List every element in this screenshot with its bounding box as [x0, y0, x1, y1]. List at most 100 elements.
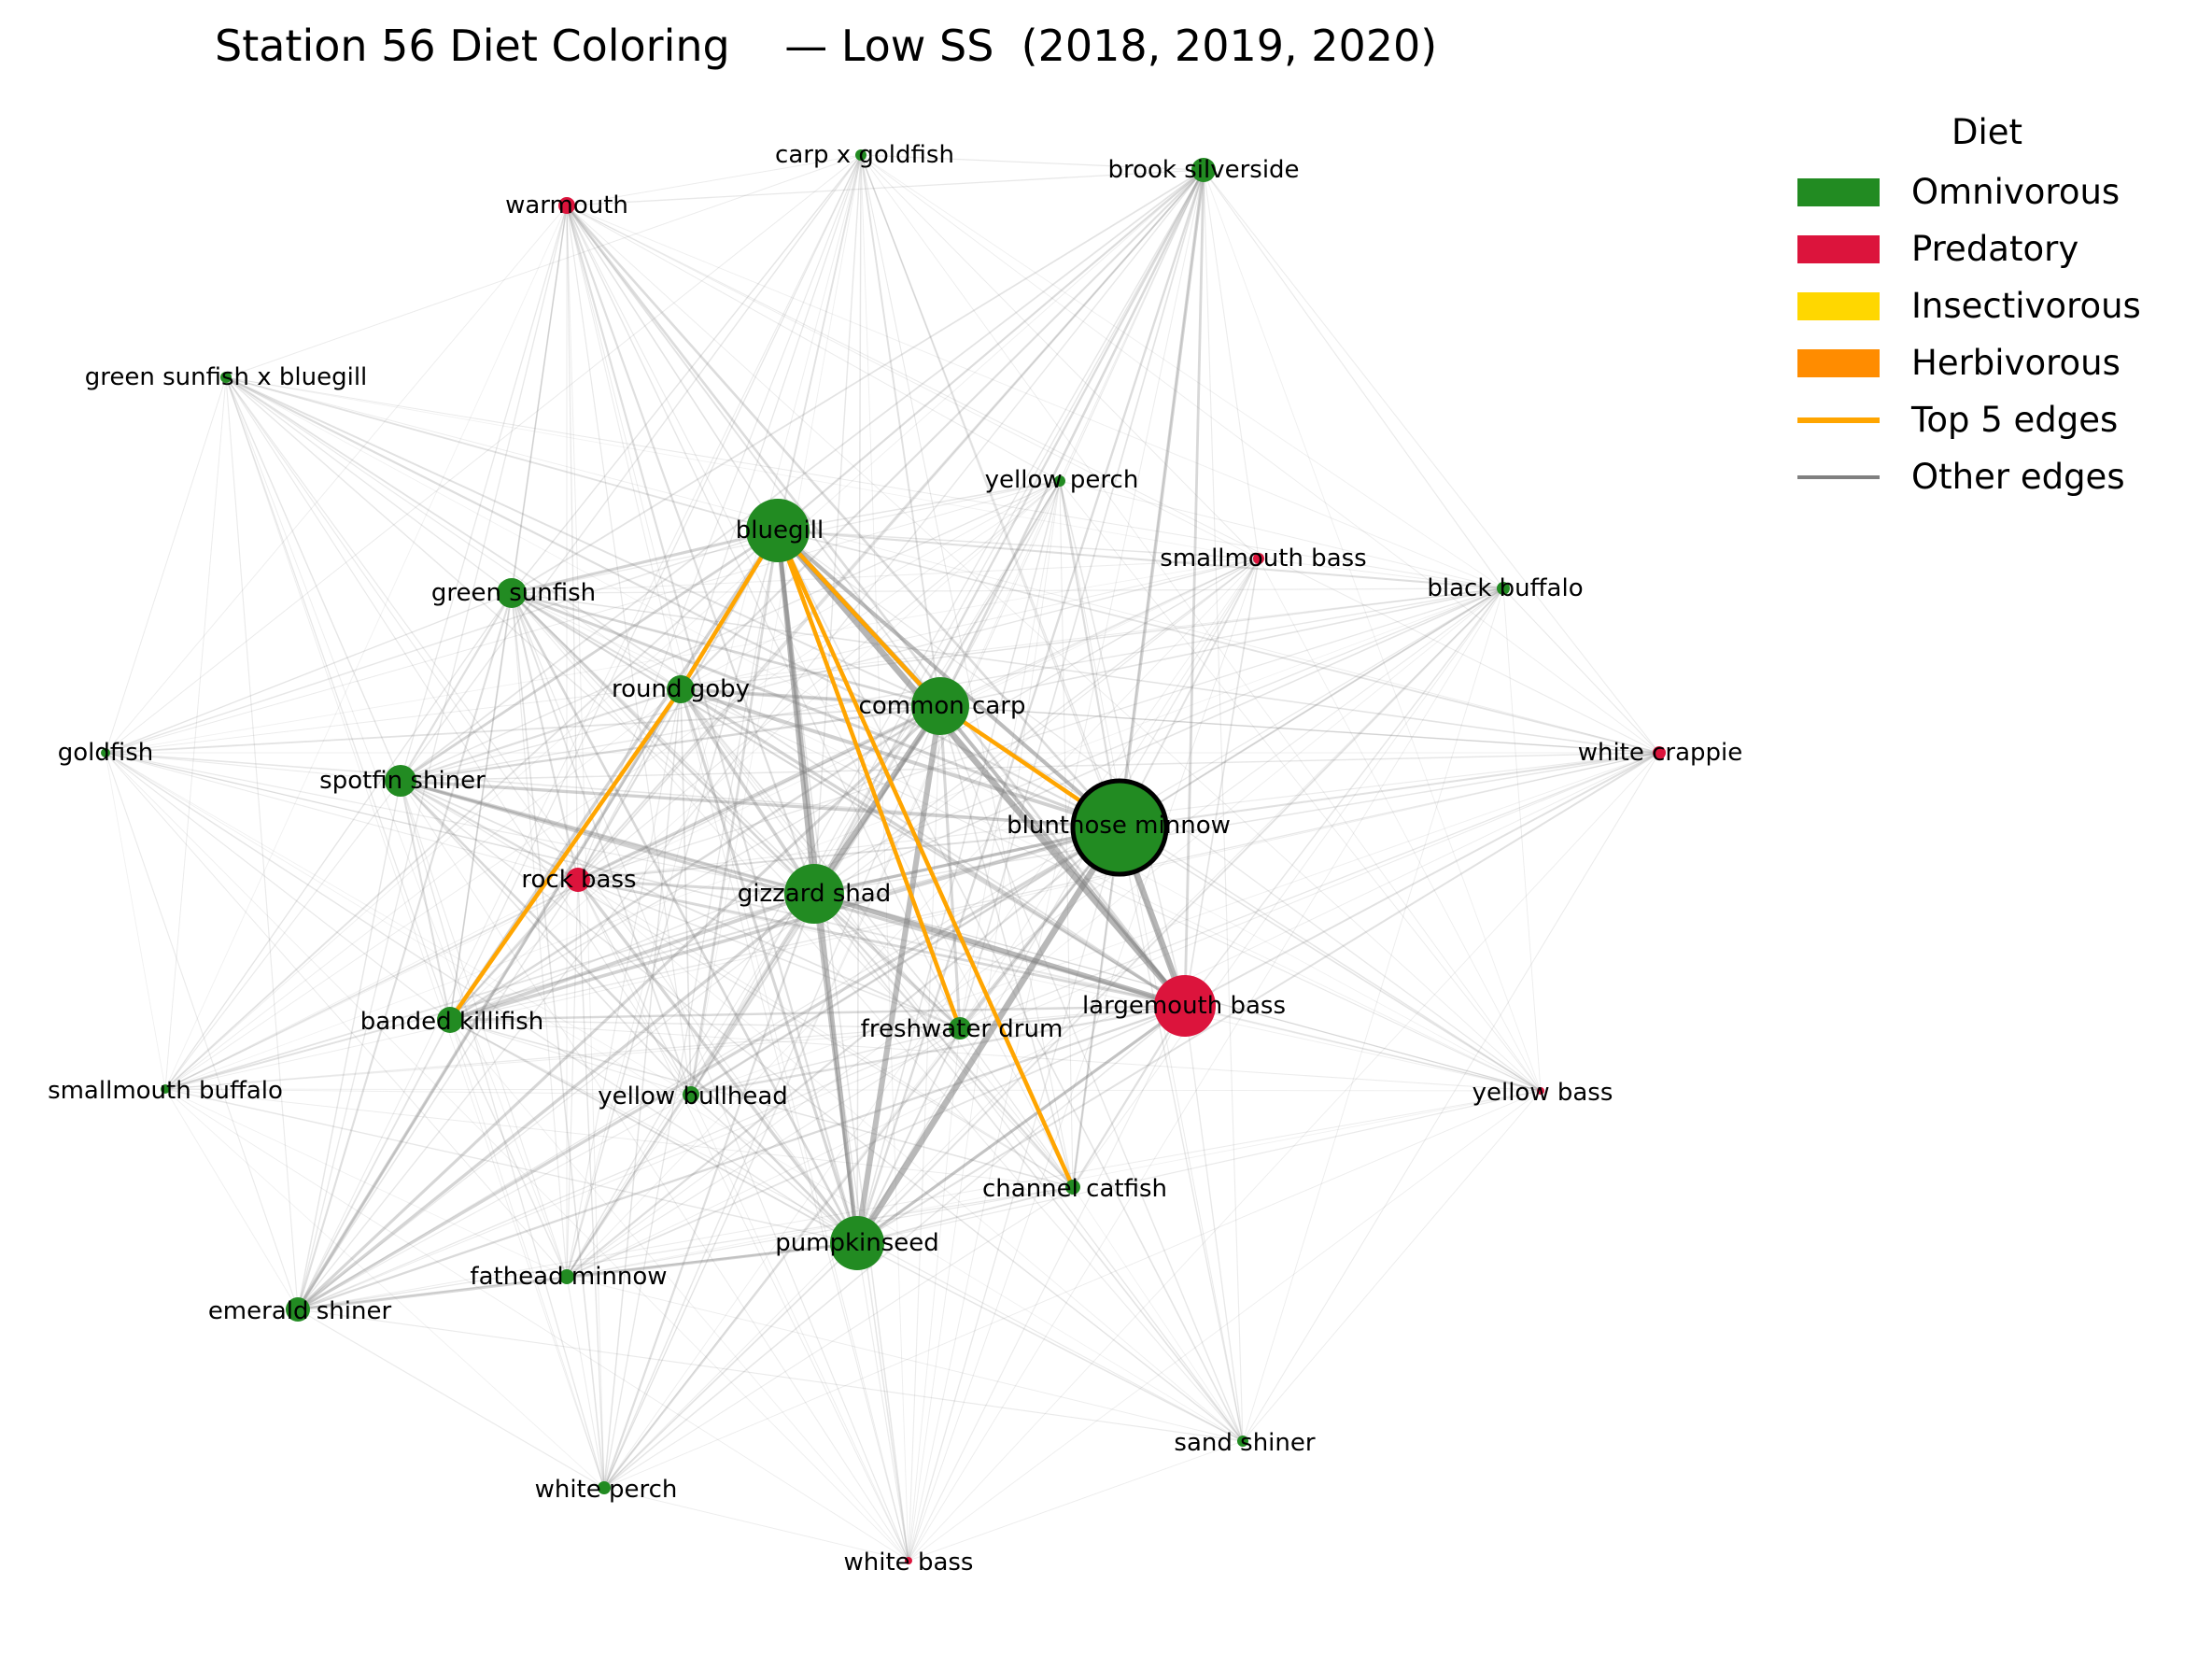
- edge-bluegill--spotfin-shiner: [400, 529, 779, 783]
- node-green-sunfish-x-bluegill[interactable]: [220, 372, 232, 383]
- edge-common-carp--spotfin-shiner: [400, 704, 941, 783]
- edge-brook-silverside--freshwater-drum: [959, 169, 1205, 1029]
- edge-banded-killifish--white-bass: [449, 1019, 909, 1562]
- edge-goldfish--emerald-shiner: [105, 752, 299, 1310]
- edge-carp-x-goldfish--round-goby: [680, 154, 862, 690]
- node-label-bluntnose-minnow: bluntnose minnow: [1007, 812, 1231, 840]
- node-gizzard-shad[interactable]: [784, 864, 844, 924]
- node-pumpkinseed[interactable]: [830, 1216, 884, 1270]
- edge-yellow-perch--white-bass: [908, 480, 1061, 1562]
- node-label-pumpkinseed: pumpkinseed: [775, 1229, 939, 1257]
- edge-bluegill--smallmouth-buffalo: [164, 530, 779, 1090]
- edge-warmouth--bluegill: [566, 205, 779, 531]
- node-label-smallmouth-buffalo: smallmouth buffalo: [48, 1077, 283, 1105]
- edge-spotfin-shiner--pumpkinseed: [400, 780, 858, 1244]
- edge-carp-x-goldfish--bluegill: [777, 154, 862, 531]
- edge-channel-catfish--fathead-minnow: [566, 1186, 1074, 1278]
- edge-carp-x-goldfish--gizzard-shad: [813, 154, 862, 895]
- edge-round-goby--spotfin-shiner: [400, 687, 682, 783]
- node-smallmouth-bass[interactable]: [1253, 553, 1264, 564]
- edge-carp-x-goldfish--brook-silverside: [860, 154, 1205, 171]
- edge-warmouth--emerald-shiner: [297, 205, 568, 1310]
- legend-line-swatch: [1797, 417, 1880, 423]
- node-label-white-crappie: white crappie: [1578, 739, 1743, 767]
- edge-green-sunfish--smallmouth-buffalo: [164, 592, 513, 1090]
- edge-gizzard-shad--banded-killifish: [449, 892, 815, 1022]
- top-edge-bluegill--channel-catfish: [775, 530, 1076, 1188]
- edge-carp-x-goldfish--pumpkinseed: [856, 154, 862, 1244]
- edge-brook-silverside--common-carp: [938, 169, 1205, 707]
- node-smallmouth-buffalo[interactable]: [161, 1084, 170, 1094]
- node-label-carp-x-goldfish: carp x goldfish: [775, 141, 954, 169]
- edge-green-sunfish--white-crappie: [511, 592, 1660, 754]
- edge-smallmouth-bass--fathead-minnow: [566, 558, 1260, 1278]
- edge-warmouth--white-perch: [566, 205, 605, 1489]
- edge-brook-silverside--bluegill: [777, 169, 1205, 531]
- node-yellow-bullhead[interactable]: [683, 1086, 699, 1103]
- edge-green-sunfish--emerald-shiner: [296, 592, 514, 1310]
- node-black-buffalo[interactable]: [1497, 582, 1510, 595]
- node-brook-silverside[interactable]: [1191, 158, 1216, 182]
- node-rock-bass[interactable]: [566, 868, 590, 892]
- node-white-crappie[interactable]: [1653, 746, 1666, 759]
- edge-brook-silverside--spotfin-shiner: [400, 169, 1205, 782]
- edge-bluegill--green-sunfish: [511, 529, 779, 595]
- node-warmouth[interactable]: [558, 197, 575, 214]
- node-yellow-perch[interactable]: [1054, 475, 1065, 487]
- edge-green-sunfish-x-bluegill--rock-bass: [225, 376, 579, 881]
- node-white-perch[interactable]: [598, 1481, 611, 1494]
- edge-bluegill--fathead-minnow: [566, 530, 779, 1278]
- node-bluntnose-minnow[interactable]: [1070, 778, 1169, 877]
- edge-black-buffalo--rock-bass: [577, 587, 1504, 881]
- node-common-carp[interactable]: [911, 677, 969, 735]
- edge-white-crappie--emerald-shiner: [297, 752, 1660, 1310]
- edge-common-carp--emerald-shiner: [296, 704, 942, 1311]
- edge-fathead-minnow--white-perch: [566, 1276, 605, 1489]
- edge-white-crappie--sand-shiner: [1242, 752, 1660, 1442]
- edge-rock-bass--largemouth-bass: [577, 878, 1186, 1008]
- node-green-sunfish[interactable]: [497, 578, 527, 608]
- edge-rock-bass--yellow-bass: [577, 879, 1542, 1092]
- node-largemouth-bass[interactable]: [1154, 975, 1216, 1037]
- edge-smallmouth-buffalo--fathead-minnow: [164, 1088, 568, 1278]
- edge-rock-bass--smallmouth-buffalo: [164, 879, 579, 1090]
- edge-freshwater-drum--yellow-bullhead: [690, 1027, 961, 1096]
- legend-item-omnivorous: Omnivorous: [1797, 163, 2190, 220]
- node-channel-catfish[interactable]: [1065, 1180, 1080, 1195]
- edge-spotfin-shiner--channel-catfish: [400, 780, 1074, 1188]
- node-label-rock-bass: rock bass: [521, 866, 636, 894]
- node-bluegill[interactable]: [746, 499, 810, 562]
- edge-warmouth--round-goby: [566, 205, 682, 690]
- edge-green-sunfish--largemouth-bass: [511, 592, 1186, 1007]
- edge-sand-shiner--white-bass: [908, 1440, 1244, 1562]
- edge-bluegill--goldfish: [105, 530, 779, 754]
- node-label-freshwater-drum: freshwater drum: [861, 1015, 1064, 1043]
- node-white-bass[interactable]: [905, 1557, 912, 1564]
- node-round-goby[interactable]: [667, 675, 695, 703]
- node-emerald-shiner[interactable]: [286, 1297, 310, 1322]
- edge-green-sunfish--round-goby: [511, 592, 682, 690]
- edge-bluegill--largemouth-bass: [775, 528, 1188, 1009]
- legend-label: Other edges: [1911, 457, 2125, 497]
- node-sand-shiner[interactable]: [1237, 1436, 1248, 1447]
- edge-largemouth-bass--freshwater-drum: [959, 1005, 1186, 1029]
- edge-banded-killifish--white-perch: [449, 1019, 605, 1489]
- edge-largemouth-bass--yellow-bass: [1184, 1005, 1542, 1092]
- edge-black-buffalo--white-bass: [908, 587, 1504, 1562]
- edge-warmouth--gizzard-shad: [565, 205, 816, 895]
- legend: Diet Omnivorous Predatory Insectivorous Her…: [1797, 112, 2190, 505]
- edge-black-buffalo--yellow-bass: [1502, 587, 1542, 1092]
- edge-smallmouth-bass--pumpkinseed: [856, 558, 1260, 1244]
- node-carp-x-goldfish[interactable]: [855, 149, 866, 161]
- edge-brook-silverside--yellow-perch: [1059, 169, 1205, 482]
- node-fathead-minnow[interactable]: [559, 1269, 574, 1284]
- edge-rock-bass--yellow-bullhead: [577, 879, 692, 1096]
- node-goldfish[interactable]: [101, 748, 110, 757]
- node-spotfin-shiner[interactable]: [385, 765, 416, 797]
- node-yellow-bass[interactable]: [1537, 1087, 1544, 1095]
- node-banded-killifish[interactable]: [437, 1007, 463, 1033]
- edge-green-sunfish-x-bluegill--white-perch: [225, 376, 605, 1489]
- node-freshwater-drum[interactable]: [949, 1017, 971, 1040]
- edge-warmouth--bluntnose-minnow: [566, 205, 1120, 828]
- node-label-spotfin-shiner: spotfin shiner: [319, 767, 486, 795]
